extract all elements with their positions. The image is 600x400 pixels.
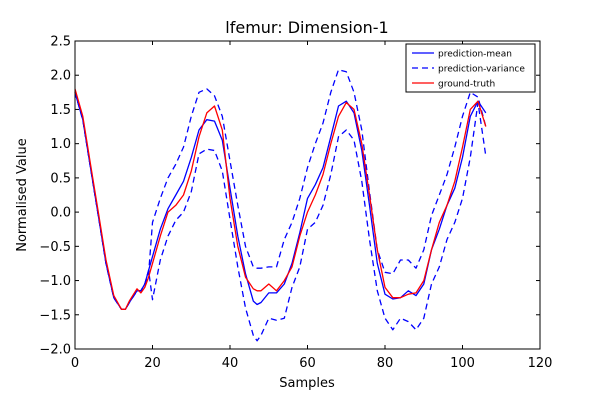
ticks-layer: 0 20 40 60 80 100 120 −2.0 −1.5 −1.0 −0.5 0.0 0.5 1.0…	[39, 35, 552, 372]
y-tick-label: −2.0	[39, 343, 71, 358]
series-line-ground-truth-3	[74, 88, 487, 310]
x-tick-label: 20	[144, 356, 161, 371]
series-layer	[74, 69, 487, 342]
x-tick-label: 100	[450, 356, 475, 371]
x-tick-label: 40	[222, 356, 239, 371]
y-axis-label: Normalised Value	[15, 138, 30, 252]
y-tick-label: −1.5	[39, 308, 71, 323]
legend-label-prediction-variance: prediction-variance	[438, 65, 525, 75]
y-tick-label: −0.5	[39, 240, 71, 255]
x-tick-label: 120	[528, 356, 553, 371]
x-tick-label: 0	[71, 356, 79, 371]
y-tick-label: 2.0	[50, 69, 71, 84]
y-tick-label: 1.0	[50, 137, 71, 152]
y-tick-label: −1.0	[39, 274, 71, 289]
legend-label-prediction-mean: prediction-mean	[438, 50, 512, 60]
x-tick-label: 80	[377, 356, 394, 371]
y-tick-label: 1.5	[50, 103, 71, 118]
y-tick-label: 2.5	[50, 35, 71, 50]
legend: prediction-mean prediction-variance ground…	[405, 43, 536, 93]
x-tick-label: 60	[299, 356, 316, 371]
y-tick-label: 0.5	[50, 171, 71, 186]
y-tick-label: 0.0	[50, 206, 71, 221]
chart-title: lfemur: Dimension-1	[225, 18, 388, 37]
legend-label-ground-truth: ground-truth	[438, 80, 495, 90]
x-axis-label: Samples	[279, 376, 335, 391]
